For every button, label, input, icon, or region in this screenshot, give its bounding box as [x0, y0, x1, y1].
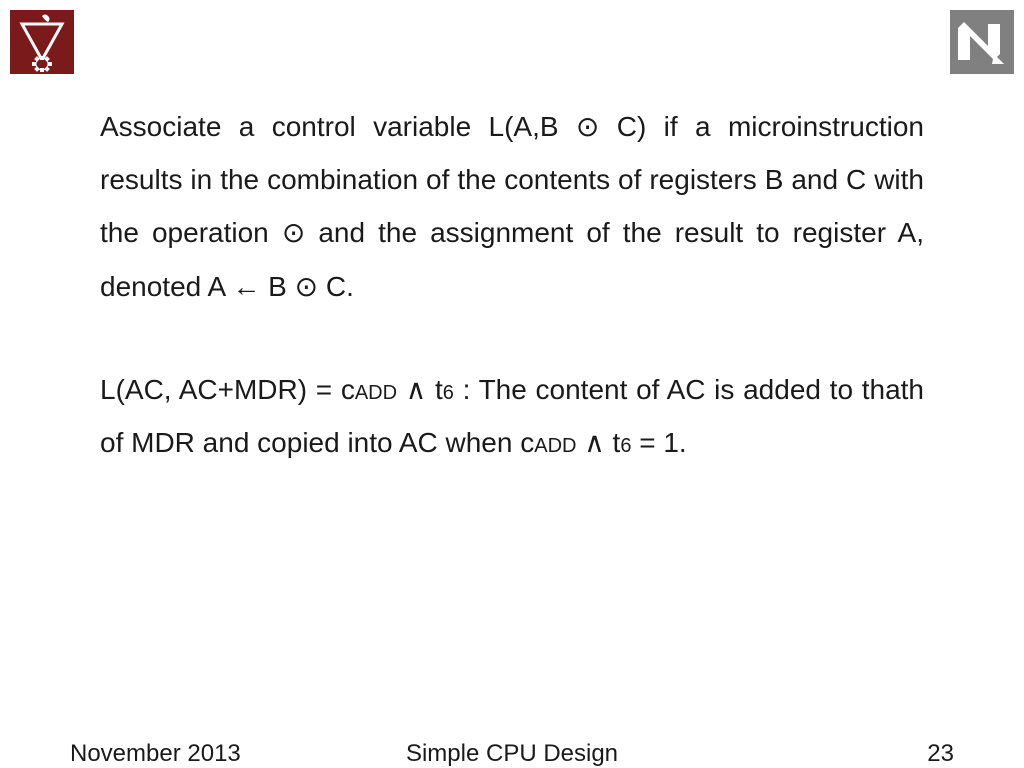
subscript-6: 6: [620, 435, 631, 457]
odot-symbol: ⊙: [282, 217, 305, 248]
p2-text-2: [397, 374, 406, 405]
p2-text-6: t: [605, 427, 621, 458]
institution-logo-right: [950, 10, 1014, 74]
p2-text-7: = 1.: [631, 427, 686, 458]
paragraph-2: L(AC, AC+MDR) = cADD ∧ t6 : The content …: [100, 363, 924, 469]
slide-content: Associate a control variable L(A,B ⊙ C) …: [100, 100, 924, 519]
subscript-add: ADD: [534, 435, 576, 457]
and-symbol: ∧: [584, 427, 605, 458]
odot-symbol: ⊙: [576, 111, 599, 142]
subscript-add: ADD: [355, 382, 397, 404]
institution-logo-left: [10, 10, 74, 74]
p1-text-4: B: [260, 271, 294, 302]
p2-text-3: t: [426, 374, 442, 405]
paragraph-1: Associate a control variable L(A,B ⊙ C) …: [100, 100, 924, 313]
p2-text-1: L(AC, AC+MDR) = c: [100, 374, 355, 405]
subscript-6: 6: [443, 382, 454, 404]
p1-text-5: C.: [318, 271, 354, 302]
and-symbol: ∧: [406, 374, 427, 405]
p1-text-1: Associate a control variable L(A,B: [100, 111, 576, 142]
odot-symbol: ⊙: [295, 271, 318, 302]
left-arrow-symbol: ←: [232, 271, 260, 302]
footer-page-number: 23: [927, 740, 954, 768]
footer-title: Simple CPU Design: [0, 740, 1024, 768]
